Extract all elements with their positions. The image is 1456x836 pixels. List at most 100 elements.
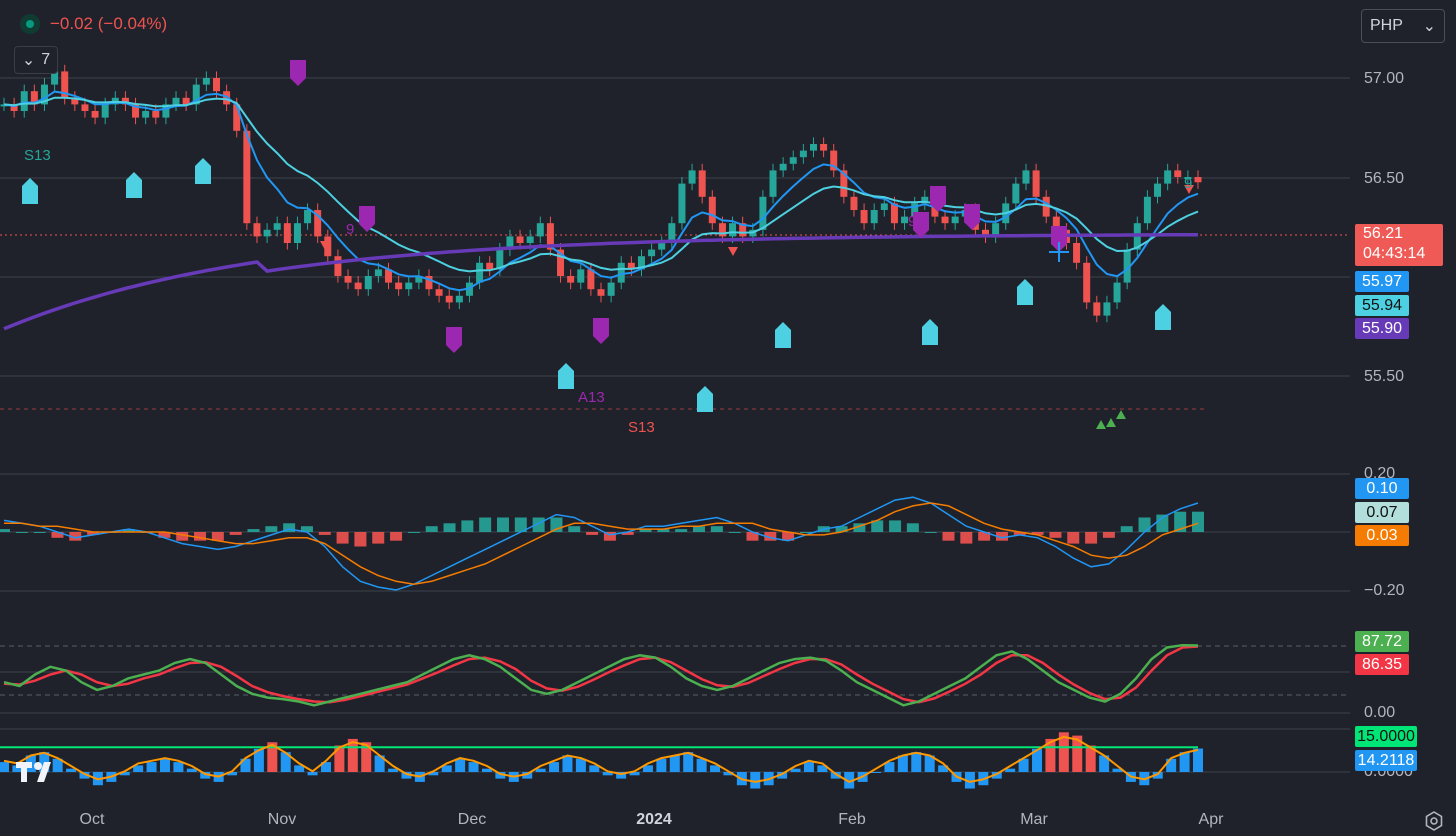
macd-histogram-bar bbox=[15, 532, 28, 533]
macd-histogram-bar bbox=[942, 532, 955, 541]
indicator-collapse-button[interactable]: ⌄ 7 bbox=[14, 46, 58, 74]
currency-value: PHP bbox=[1370, 17, 1403, 34]
candle-body bbox=[30, 91, 38, 105]
last-price-value: 56.21 bbox=[1363, 225, 1404, 242]
candle-body bbox=[698, 170, 706, 197]
candle-body bbox=[172, 97, 180, 105]
candle-body bbox=[1012, 183, 1020, 204]
ema-mid-tag: 55.94 bbox=[1355, 295, 1409, 316]
candle-body bbox=[324, 236, 332, 257]
macd-histogram-bar bbox=[710, 526, 723, 532]
macd-histogram-bar bbox=[728, 532, 741, 533]
candle-body bbox=[637, 256, 645, 270]
osc-bar bbox=[669, 755, 680, 772]
candle-body bbox=[1164, 170, 1172, 184]
ema-slow-tag: 55.90 bbox=[1355, 318, 1409, 339]
macd-histogram-bar bbox=[1031, 532, 1044, 535]
buy-marker bbox=[126, 172, 142, 198]
osc-bar bbox=[119, 772, 130, 776]
ema-fast-tag: 55.97 bbox=[1355, 271, 1409, 292]
osc-bar bbox=[1032, 748, 1043, 772]
annotation-label: A13 bbox=[578, 389, 605, 406]
candle-body bbox=[81, 104, 89, 111]
candle-body bbox=[476, 262, 484, 283]
osc-bar bbox=[817, 765, 828, 772]
last-price-tag: 56.21 04:43:14 bbox=[1355, 224, 1443, 266]
macd-tag: 0.10 bbox=[1355, 478, 1409, 499]
candle-body bbox=[1184, 177, 1192, 179]
candle-body bbox=[152, 111, 160, 118]
osc-bar bbox=[1099, 755, 1110, 772]
macd-histogram-bar bbox=[318, 532, 331, 535]
osc-bar bbox=[750, 772, 761, 789]
osc-bar bbox=[710, 765, 721, 772]
candle-body bbox=[405, 282, 413, 290]
y-tick-label: 57.00 bbox=[1364, 70, 1405, 87]
osc-bar bbox=[361, 742, 372, 772]
candle-body bbox=[688, 170, 696, 184]
candle-body bbox=[982, 229, 990, 237]
buy-marker bbox=[697, 386, 713, 412]
sell-marker bbox=[359, 206, 375, 232]
candle-body bbox=[1143, 196, 1151, 224]
osc-bar bbox=[401, 772, 412, 779]
osc-bar bbox=[1193, 748, 1203, 772]
candle-body bbox=[789, 157, 797, 164]
osc-bar bbox=[79, 772, 90, 779]
macd-histogram-bar bbox=[746, 532, 759, 541]
buy-marker bbox=[195, 158, 211, 184]
candle-body bbox=[830, 150, 838, 171]
ema-fast-line bbox=[3, 90, 1199, 292]
candle-body bbox=[901, 216, 909, 224]
osc-bar bbox=[642, 765, 653, 772]
candle-body bbox=[1083, 262, 1091, 303]
x-axis-label: Mar bbox=[1020, 811, 1048, 828]
osc-bar bbox=[1045, 738, 1056, 772]
osc-value-tag: 14.2118 bbox=[1355, 750, 1417, 771]
candle-body bbox=[951, 216, 959, 224]
candle-body bbox=[557, 249, 565, 276]
osc-bar bbox=[871, 772, 882, 773]
macd-histogram-bar bbox=[33, 532, 46, 533]
macd-histogram-bar bbox=[621, 532, 634, 535]
osc-bar bbox=[52, 758, 63, 772]
macd-histogram-bar bbox=[336, 532, 349, 544]
osc-bar bbox=[616, 772, 627, 779]
macd-histogram-bar bbox=[390, 532, 403, 541]
osc-bar bbox=[133, 765, 144, 772]
buy-marker bbox=[22, 178, 38, 204]
macd-histogram-bar bbox=[1174, 511, 1187, 532]
candle-body bbox=[40, 84, 48, 105]
candle-body bbox=[182, 97, 190, 105]
signal-tag: 0.03 bbox=[1355, 525, 1409, 546]
osc-bar bbox=[0, 762, 9, 772]
candle-body bbox=[850, 196, 858, 210]
osc-bar bbox=[562, 755, 573, 772]
tradingview-logo-icon[interactable] bbox=[14, 760, 58, 784]
macd-histogram-bar bbox=[514, 517, 527, 532]
y-tick-label: −0.20 bbox=[1364, 582, 1405, 599]
currency-select[interactable]: PHP ⌄ bbox=[1361, 9, 1445, 43]
osc-bar bbox=[844, 772, 855, 789]
macd-histogram-bar bbox=[871, 520, 884, 532]
osc-bar bbox=[267, 742, 278, 772]
osc-bar bbox=[481, 768, 492, 772]
settings-gear-icon[interactable] bbox=[1423, 810, 1445, 832]
candle-body bbox=[1103, 302, 1111, 316]
macd-histogram-bar bbox=[835, 526, 848, 532]
candle-body bbox=[435, 289, 443, 296]
candle-body bbox=[1032, 170, 1040, 197]
candle-body bbox=[536, 223, 544, 237]
candle-body bbox=[658, 243, 666, 250]
annotation-label: S13 bbox=[628, 419, 655, 436]
candle-body bbox=[202, 78, 210, 85]
sell-marker bbox=[964, 204, 980, 230]
candle-body bbox=[212, 78, 220, 92]
sell-marker bbox=[290, 60, 306, 86]
candle-body bbox=[61, 71, 69, 98]
macd-histogram-bar bbox=[960, 532, 973, 544]
buy-marker bbox=[558, 363, 574, 389]
osc-bar bbox=[200, 772, 211, 779]
candle-body bbox=[51, 71, 59, 85]
